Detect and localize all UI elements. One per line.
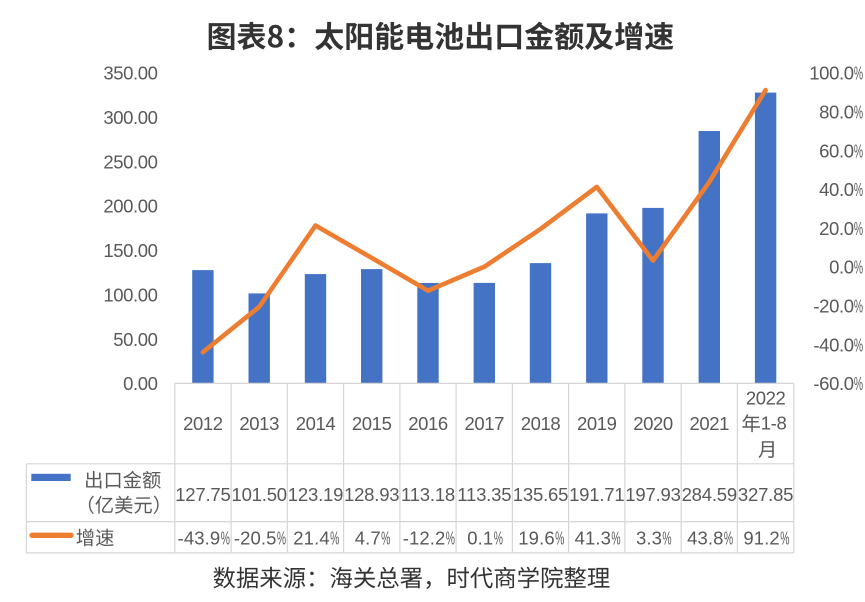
svg-text:%: % — [662, 528, 671, 549]
svg-text:0.00: 0.00 — [123, 373, 158, 394]
svg-text:200.00: 200.00 — [103, 196, 157, 217]
svg-text:50.00: 50.00 — [113, 329, 157, 350]
svg-text:%: % — [446, 528, 455, 549]
svg-text:2012: 2012 — [183, 413, 223, 434]
svg-text:%: % — [555, 528, 564, 549]
svg-text:3.3: 3.3 — [636, 528, 662, 549]
svg-text:-12.2: -12.2 — [403, 528, 446, 549]
svg-text:%: % — [221, 528, 230, 549]
svg-text:21.4: 21.4 — [293, 528, 329, 549]
svg-text:2019: 2019 — [577, 413, 617, 434]
svg-text:113.35: 113.35 — [457, 484, 511, 505]
svg-text:150.00: 150.00 — [103, 240, 157, 261]
svg-text:100.00: 100.00 — [103, 284, 157, 305]
svg-text:2017: 2017 — [465, 413, 505, 434]
svg-text:%: % — [494, 528, 503, 549]
svg-text:2022: 2022 — [746, 388, 786, 409]
svg-text:80.0: 80.0 — [819, 102, 854, 123]
svg-text:-60.0: -60.0 — [813, 373, 853, 394]
svg-text:127.75: 127.75 — [175, 484, 230, 505]
svg-text:2013: 2013 — [239, 413, 279, 434]
svg-text:%: % — [854, 218, 863, 239]
svg-text:2018: 2018 — [521, 413, 561, 434]
svg-text:327.85: 327.85 — [738, 484, 793, 505]
svg-text:%: % — [854, 102, 863, 123]
svg-text:2015: 2015 — [352, 413, 392, 434]
svg-text:113.18: 113.18 — [401, 484, 455, 505]
svg-text:%: % — [854, 140, 863, 161]
svg-text:4.7: 4.7 — [355, 528, 381, 549]
svg-text:%: % — [854, 63, 863, 84]
svg-text:%: % — [854, 257, 863, 278]
svg-text:100.0: 100.0 — [809, 63, 853, 84]
svg-text:%: % — [381, 528, 390, 549]
svg-text:2021: 2021 — [690, 413, 730, 434]
svg-text:-43.9: -43.9 — [178, 528, 221, 549]
svg-text:%: % — [780, 528, 789, 549]
svg-text:123.19: 123.19 — [288, 484, 343, 505]
svg-text:91.2: 91.2 — [743, 528, 779, 549]
svg-text:-40.0: -40.0 — [813, 334, 853, 355]
svg-text:1-8: 1-8 — [761, 413, 787, 434]
svg-text:-20.5: -20.5 — [234, 528, 277, 549]
svg-text:101.50: 101.50 — [232, 484, 287, 505]
svg-text:135.65: 135.65 — [513, 484, 568, 505]
svg-text:-20.0: -20.0 — [813, 296, 853, 317]
svg-text:0.0: 0.0 — [829, 257, 854, 278]
svg-text:2016: 2016 — [408, 413, 448, 434]
svg-text:20.0: 20.0 — [819, 218, 854, 239]
svg-text:%: % — [724, 528, 733, 549]
svg-text:41.3: 41.3 — [575, 528, 611, 549]
svg-text:%: % — [330, 528, 339, 549]
svg-text:350.00: 350.00 — [103, 63, 157, 84]
svg-text:%: % — [611, 528, 620, 549]
svg-text:60.0: 60.0 — [819, 140, 854, 161]
svg-text:%: % — [854, 179, 863, 200]
svg-text:%: % — [277, 528, 286, 549]
svg-text:300.00: 300.00 — [103, 107, 157, 128]
svg-text:2020: 2020 — [633, 413, 673, 434]
svg-text:%: % — [854, 334, 863, 355]
svg-text:43.8: 43.8 — [687, 528, 723, 549]
svg-text:2014: 2014 — [296, 413, 336, 434]
svg-text:%: % — [854, 296, 863, 317]
svg-text:40.0: 40.0 — [819, 179, 854, 200]
svg-text:284.59: 284.59 — [682, 484, 737, 505]
svg-text:197.93: 197.93 — [625, 484, 680, 505]
svg-text:0.1: 0.1 — [467, 528, 493, 549]
svg-text:128.93: 128.93 — [344, 484, 399, 505]
svg-text:250.00: 250.00 — [103, 151, 157, 172]
svg-text:191.71: 191.71 — [569, 484, 624, 505]
svg-text:19.6: 19.6 — [518, 528, 554, 549]
svg-text:%: % — [854, 373, 863, 394]
